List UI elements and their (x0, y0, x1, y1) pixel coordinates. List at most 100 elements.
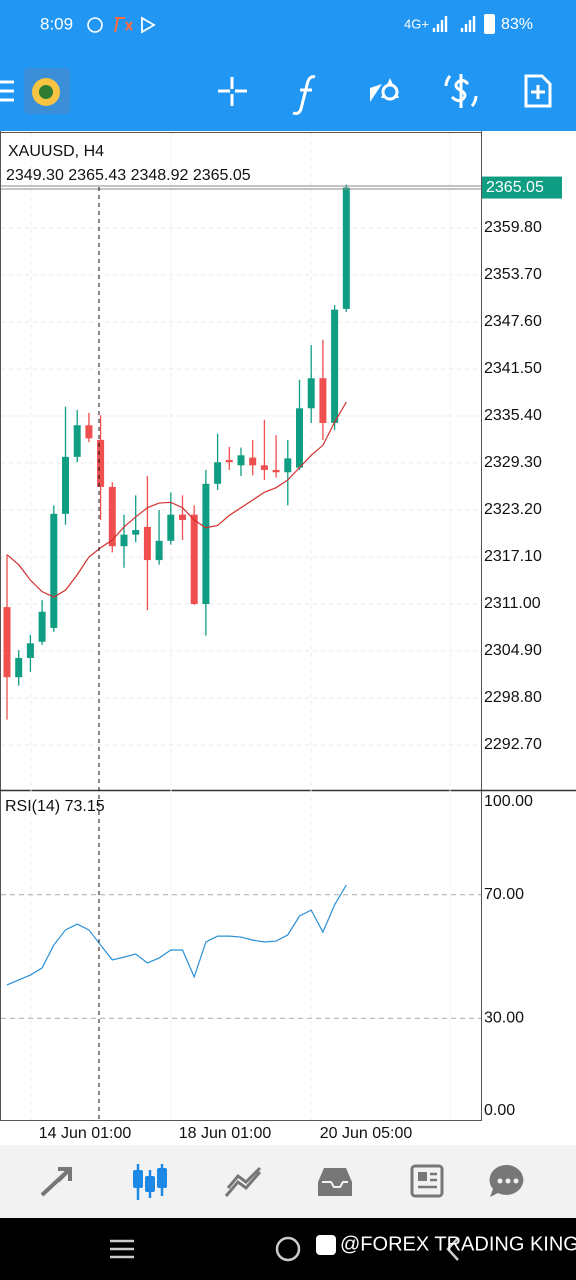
history-tab[interactable] (318, 1168, 352, 1196)
candle-body (62, 456, 69, 514)
chart-area (0, 131, 576, 1145)
system-nav (0, 1218, 576, 1280)
candle-body (179, 514, 186, 521)
candle-body (97, 439, 105, 487)
candle-body (50, 513, 58, 628)
new-order-button[interactable] (524, 74, 552, 108)
news-icon (410, 1164, 444, 1198)
candle-body (331, 309, 339, 423)
candle-body (15, 657, 23, 678)
candle-body (260, 465, 268, 470)
rsi-tick-label: 0.00 (484, 1102, 515, 1119)
candle-body (26, 643, 34, 658)
history-icon (322, 1181, 348, 1188)
x-tick-label: 18 Jun 01:00 (179, 1125, 272, 1142)
candle-body (38, 611, 46, 642)
logo[interactable] (24, 68, 70, 114)
status-icon (114, 17, 133, 33)
status-time: 8:09 (40, 14, 73, 33)
watermark-icon (316, 1235, 336, 1255)
rsi-line (6, 884, 347, 986)
symbol-title: XAUUSD, H4 (8, 143, 104, 160)
candle-body (214, 462, 222, 484)
menu-button[interactable] (0, 80, 14, 102)
chart-tab-icon (157, 1168, 167, 1188)
candle-body (85, 425, 93, 439)
candle-body (284, 458, 292, 473)
rsi-tick-label: 30.00 (484, 1010, 524, 1027)
candle-body (3, 607, 11, 678)
chat-tab[interactable] (489, 1164, 524, 1197)
trade-icon (444, 75, 478, 107)
new-order-icon (531, 85, 545, 99)
candle-body (120, 534, 128, 547)
y-tick-label: 2353.70 (484, 266, 542, 283)
crosshair-button[interactable] (218, 77, 247, 106)
history-icon (318, 1168, 352, 1196)
crosshair-icon (218, 77, 247, 106)
candle-body (143, 526, 151, 561)
candle-body (132, 530, 140, 535)
battery-label: 83% (501, 16, 533, 33)
watermark: @FOREX TRADING KING (340, 1233, 576, 1255)
candle-body (108, 486, 116, 547)
ohlc-label: 2349.30 2365.43 2348.92 2365.05 (6, 167, 251, 184)
quotes-tab[interactable] (40, 1167, 72, 1197)
new-order-icon (524, 74, 552, 108)
last-price-label: 2365.05 (486, 179, 544, 196)
news-tab[interactable] (410, 1164, 444, 1198)
y-tick-label: 2311.00 (484, 595, 541, 612)
recent-apps-button[interactable] (110, 1239, 134, 1259)
y-tick-label: 2317.10 (484, 548, 542, 565)
candle-body (155, 540, 163, 561)
y-tick-label: 2323.20 (484, 501, 542, 518)
app-header (0, 0, 576, 131)
candle-body (202, 483, 210, 605)
y-tick-label: 2335.40 (484, 407, 542, 424)
y-tick-label: 2359.80 (484, 219, 542, 236)
trade-tab[interactable] (224, 1166, 262, 1197)
objects-icon (381, 83, 399, 101)
logo-mark (39, 85, 53, 99)
home-button[interactable] (275, 1236, 301, 1262)
y-tick-label: 2347.60 (484, 313, 542, 330)
trade-tab-icon (224, 1166, 262, 1197)
quotes-icon (40, 1167, 72, 1197)
y-tick-label: 2292.70 (484, 736, 542, 753)
rsi-tick-label: 100.00 (484, 793, 533, 810)
indicators-button[interactable] (292, 75, 316, 115)
status-icon (141, 16, 156, 34)
candle-body (167, 514, 175, 541)
signal-icon (432, 16, 476, 32)
status-icon (87, 17, 103, 33)
back-button[interactable] (446, 1237, 459, 1261)
candle-body (237, 455, 245, 466)
news-icon (418, 1172, 427, 1181)
x-tick-label: 14 Jun 01:00 (39, 1125, 132, 1142)
candle-body (225, 459, 233, 463)
candle-body (249, 457, 257, 466)
y-tick-label: 2329.30 (484, 454, 542, 471)
chart-tab[interactable] (133, 1164, 167, 1200)
plot: 2359.80 2353.70 2347.60 2341.50 2335.40 2329.… (1, 176, 562, 1142)
candle-body (342, 187, 350, 309)
bottom-nav (0, 1145, 576, 1218)
trade-button[interactable] (444, 74, 478, 108)
battery-icon (484, 14, 495, 34)
network-label: 4G+ (404, 16, 429, 31)
menu-icon (0, 80, 14, 102)
candle-body (73, 425, 81, 457)
candle-body (319, 378, 327, 423)
candle-body (296, 408, 303, 468)
chart-tab-icon (145, 1176, 155, 1192)
indicators-icon (292, 75, 316, 115)
candle-body (307, 378, 315, 409)
objects-button[interactable] (370, 78, 399, 102)
y-tick-label: 2298.80 (484, 689, 542, 706)
y-tick-label: 2341.50 (484, 360, 542, 377)
trade-icon (450, 74, 470, 108)
candle-body (190, 514, 198, 605)
last-price-tag (482, 176, 562, 199)
